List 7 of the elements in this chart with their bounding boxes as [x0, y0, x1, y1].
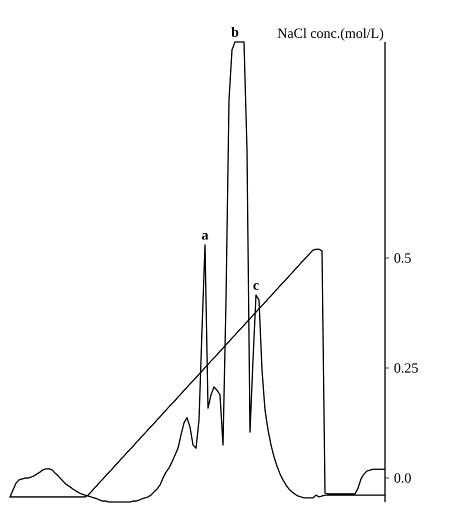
annotation: a [202, 232, 208, 240]
y-tick-label: 0.0 [394, 473, 411, 483]
annotation: c [253, 283, 259, 290]
y-tick-label: 0.5 [394, 253, 411, 263]
y-axis-title: NaCl conc.(mol/L) [278, 28, 384, 41]
y-tick-label: 0.25 [394, 363, 418, 373]
annotation: b [231, 26, 238, 37]
